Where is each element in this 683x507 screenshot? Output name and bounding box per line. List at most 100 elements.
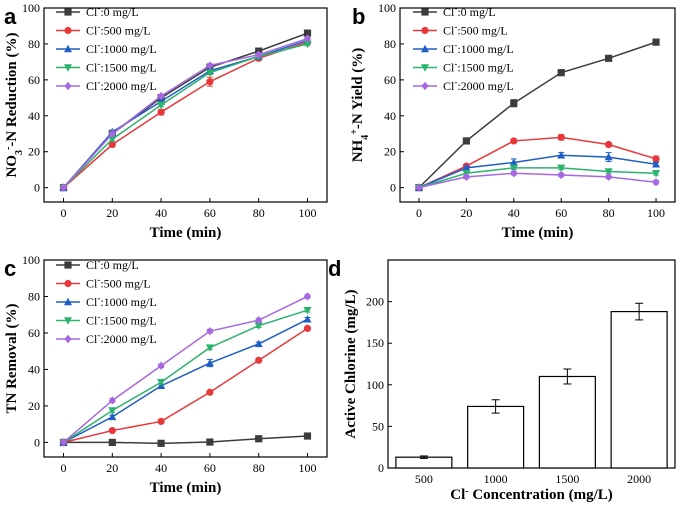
x-tick-label: 60 <box>204 461 216 475</box>
legend-marker <box>64 334 72 344</box>
legend-marker <box>64 26 72 35</box>
data-point <box>206 78 214 86</box>
data-point <box>462 163 471 172</box>
x-axis-title: Time (min) <box>150 480 222 496</box>
series-line <box>418 172 657 189</box>
y-tick-label: 100 <box>378 1 396 15</box>
y-tick-label: 50 <box>372 419 384 433</box>
data-point <box>303 432 312 440</box>
series-line <box>63 327 308 444</box>
data-point <box>557 69 565 77</box>
legend-marker <box>421 64 429 72</box>
y-axis-title: NH4+-N Yield (%) <box>349 48 371 163</box>
panel-letter: d <box>328 256 341 281</box>
legend-label: Cl-:0 mg/L <box>443 3 496 19</box>
legend-label: Cl-:0 mg/L <box>86 3 139 19</box>
series-cl-2000-mg-l <box>415 169 660 192</box>
x-tick-label: 1500 <box>555 472 579 486</box>
series-line <box>62 37 308 189</box>
data-point <box>557 133 565 141</box>
data-point <box>206 326 214 336</box>
data-point <box>108 438 116 447</box>
legend: Cl-:0 mg/L Cl-:500 mg/L Cl-:1000 mg/L Cl-:1… <box>56 256 157 346</box>
y-tick-label: 20 <box>28 145 40 159</box>
data-point <box>108 426 116 435</box>
y-tick-label: 150 <box>366 336 384 350</box>
panel-c: 0 20 40 60 80 100 0 20 40 60 80 100 Time (min) TN Rem… <box>4 253 328 496</box>
legend-marker <box>64 64 72 72</box>
x-tick-label: 80 <box>253 206 265 220</box>
data-point <box>254 322 263 330</box>
data-point <box>557 164 566 173</box>
data-point <box>652 155 660 163</box>
y-tick-label: 0 <box>390 181 396 195</box>
legend-marker <box>64 261 72 269</box>
data-point <box>652 38 660 46</box>
bar <box>610 310 668 469</box>
data-point <box>557 170 565 180</box>
data-point <box>255 356 263 364</box>
y-tick-label: 40 <box>384 109 396 123</box>
data-point <box>303 292 312 301</box>
plot-frame <box>399 7 676 203</box>
legend-label: Cl-:2000 mg/L <box>86 77 157 93</box>
x-tick-label: 60 <box>204 206 216 220</box>
plot-frame <box>43 259 328 458</box>
data-point <box>509 164 518 173</box>
data-point <box>108 396 116 405</box>
series-cl-500-mg-l <box>415 133 660 192</box>
legend-marker <box>64 279 72 288</box>
data-point <box>557 151 566 159</box>
bar <box>538 375 596 469</box>
panel-b: 0 20 40 60 80 100 0 20 40 60 80 100 Time (min) NH4+-N… <box>349 1 676 241</box>
data-point <box>205 358 214 367</box>
legend-label: Cl-:0 mg/L <box>86 256 139 272</box>
legend-marker <box>421 26 429 35</box>
data-point <box>509 158 518 166</box>
series-line <box>418 136 657 189</box>
x-axis-title: Time (min) <box>150 225 222 241</box>
series-line <box>418 167 657 189</box>
y-axis-title: TN Removal (%) <box>4 304 20 414</box>
data-point <box>157 91 165 101</box>
legend-label: Cl-:1500 mg/L <box>86 312 157 328</box>
data-point <box>157 108 165 116</box>
y-tick-label: 200 <box>366 295 384 309</box>
data-point <box>205 69 214 77</box>
series-cl-1000-mg-l <box>414 151 661 191</box>
data-point <box>157 417 165 426</box>
y-tick-label: 20 <box>384 145 396 159</box>
y-tick-label: 60 <box>384 73 396 87</box>
panel-letter: b <box>352 4 365 29</box>
plot-frame <box>387 259 676 469</box>
legend-label: Cl-:1500 mg/L <box>86 59 157 75</box>
data-point <box>108 135 117 144</box>
legend: Cl-:0 mg/L Cl-:500 mg/L Cl-:1000 mg/L Cl-:1… <box>413 3 514 93</box>
x-tick-label: 0 <box>61 206 67 220</box>
x-tick-label: 60 <box>555 206 567 220</box>
y-tick-label: 40 <box>28 362 40 376</box>
legend-marker <box>64 317 72 325</box>
series-cl-0-mg-l <box>59 432 312 447</box>
bar <box>467 405 525 469</box>
legend-marker <box>421 8 429 16</box>
series-line <box>418 41 657 189</box>
data-point <box>206 388 214 396</box>
legend-label: Cl-:1500 mg/L <box>443 59 514 75</box>
data-point <box>652 170 661 178</box>
y-tick-label: 40 <box>28 109 40 123</box>
legend-marker <box>421 81 429 91</box>
series-line <box>63 295 308 443</box>
y-tick-label: 0 <box>378 461 384 475</box>
legend-marker <box>64 81 72 91</box>
data-point <box>108 140 116 149</box>
panel-letter: a <box>4 4 17 29</box>
legend-label: Cl-:500 mg/L <box>443 22 508 38</box>
data-point <box>303 40 312 49</box>
x-tick-label: 0 <box>61 461 67 475</box>
legend-label: Cl-:2000 mg/L <box>86 330 157 346</box>
legend: Cl-:0 mg/L Cl-:500 mg/L Cl-:1000 mg/L Cl-:1… <box>56 3 157 93</box>
x-tick-label: 40 <box>155 206 167 220</box>
data-point <box>157 439 165 447</box>
data-point <box>510 169 518 178</box>
